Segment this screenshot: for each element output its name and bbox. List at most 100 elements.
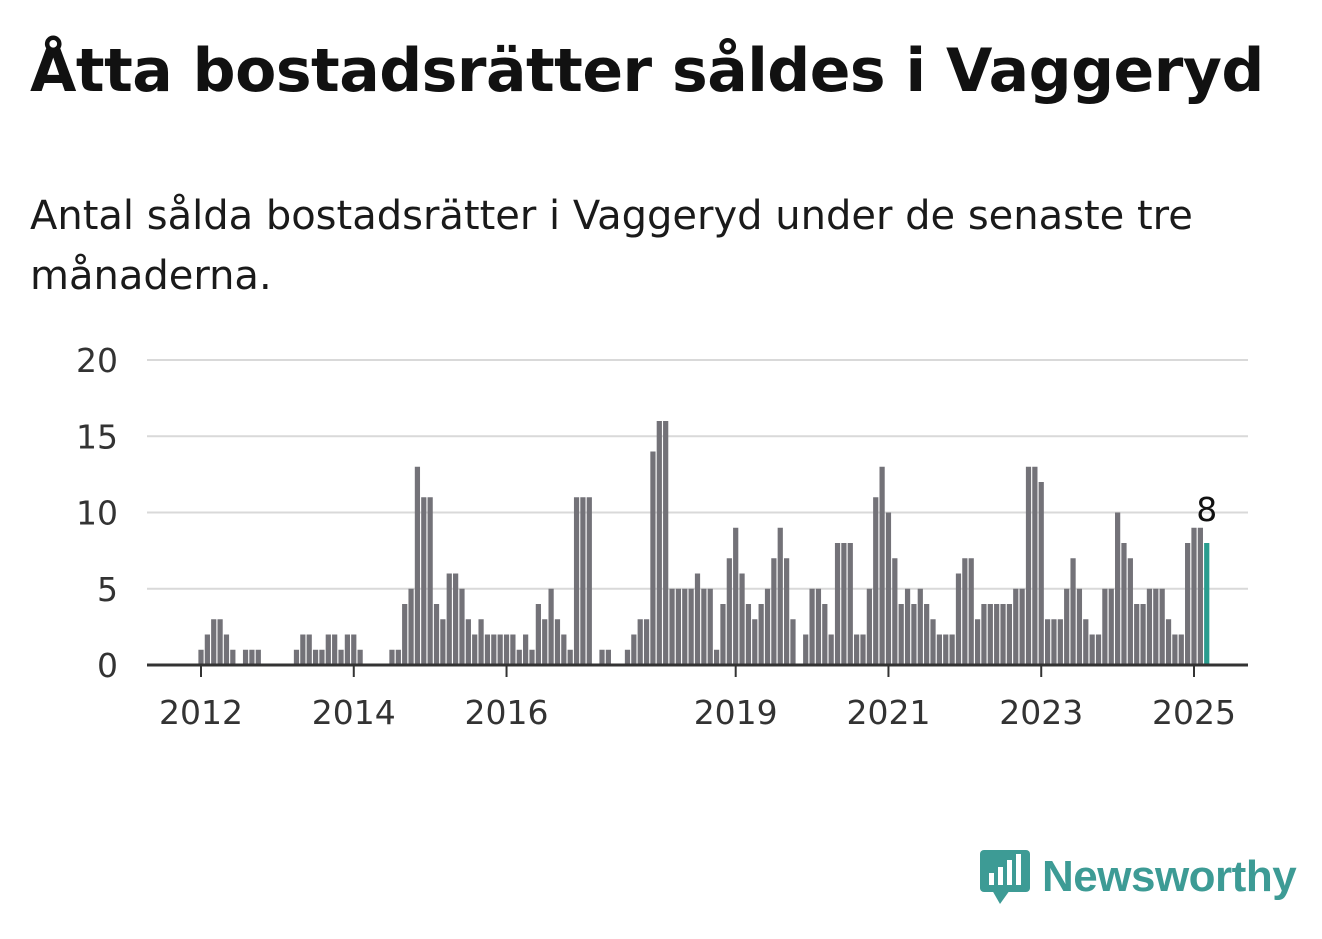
bar: [663, 421, 669, 665]
bar: [484, 634, 491, 665]
bar: [338, 649, 344, 665]
y-tick-label: 5: [97, 570, 118, 609]
bar: [924, 604, 930, 665]
bar: [357, 649, 363, 665]
x-tick-label: 2023: [999, 693, 1083, 732]
brand-name: Newsworthy: [1042, 852, 1297, 901]
bar: [255, 649, 261, 665]
bar: [586, 497, 592, 665]
bar: [879, 466, 885, 665]
bar: [637, 619, 643, 665]
bar: [433, 604, 440, 665]
bar: [917, 588, 923, 665]
bar: [1185, 543, 1191, 665]
bar: [300, 634, 306, 665]
bar: [994, 604, 1000, 665]
bar: [319, 649, 325, 665]
bar: [1095, 634, 1102, 665]
bar: [1013, 588, 1019, 665]
bar: [465, 619, 471, 665]
bar: [561, 634, 567, 665]
bar: [745, 604, 752, 665]
bar: [204, 634, 210, 665]
x-axis: 2012 2014 2016 2019 2021 2023 2025: [147, 663, 1248, 732]
bar: [567, 649, 573, 665]
bar: [815, 588, 822, 665]
bar: [1191, 527, 1197, 665]
bar: [389, 649, 395, 665]
bar: [707, 588, 713, 665]
bar: [421, 497, 427, 665]
y-tick-label: 15: [76, 417, 118, 456]
bar: [949, 634, 955, 665]
bar: [523, 634, 529, 665]
bar: [936, 634, 942, 665]
bar: [408, 588, 414, 665]
bar: [1032, 466, 1038, 665]
bar: [701, 588, 707, 665]
bar: [1134, 604, 1140, 665]
bar: [332, 634, 338, 665]
bar: [720, 604, 726, 665]
bar: [325, 634, 331, 665]
bar: [656, 421, 662, 665]
bar: [1146, 588, 1153, 665]
bar: [669, 588, 675, 665]
bar: [1102, 588, 1108, 665]
bar: [892, 558, 898, 665]
bar: [580, 497, 586, 665]
bar: [631, 634, 637, 665]
x-tick-label: 2012: [159, 693, 243, 732]
bar: [230, 649, 236, 665]
bar: [510, 634, 516, 665]
bar: [771, 558, 777, 665]
bar: [885, 512, 892, 665]
page-title: Åtta bostadsrätter såldes i Vaggeryd: [30, 36, 1264, 106]
bar: [599, 649, 605, 665]
bar: [803, 634, 809, 665]
bar: [847, 543, 853, 665]
bar: [529, 649, 535, 665]
bar: [955, 573, 962, 665]
bar: [1051, 619, 1057, 665]
x-tick-label: 2016: [465, 693, 549, 732]
bar: [650, 451, 656, 665]
bar: [911, 604, 917, 665]
x-tick-label: 2025: [1152, 693, 1236, 732]
bar: [624, 649, 631, 665]
bar: [841, 543, 847, 665]
annotations: 8: [1196, 490, 1217, 529]
bar: [573, 497, 580, 665]
bar: [459, 588, 465, 665]
bar: [904, 588, 911, 665]
bar: [866, 588, 872, 665]
bar: [1044, 619, 1051, 665]
bar: [548, 588, 554, 665]
bar: [822, 604, 828, 665]
bar: [694, 573, 701, 665]
bar: [675, 588, 682, 665]
bar: [1121, 543, 1127, 665]
y-axis-labels: 0 5 10 15 20: [76, 341, 118, 685]
x-tick-label: 2021: [846, 693, 930, 732]
bar: [713, 649, 720, 665]
bar: [1165, 619, 1172, 665]
bar: [854, 634, 860, 665]
bar: [1038, 482, 1044, 665]
bar: [739, 573, 745, 665]
bar: [211, 619, 217, 665]
bar: [472, 634, 478, 665]
bar-chart-speech-bubble-icon: [980, 850, 1030, 904]
bar: [682, 588, 688, 665]
bar: [873, 497, 879, 665]
bar: [306, 634, 312, 665]
bar: [1089, 634, 1095, 665]
x-tick-label: 2014: [312, 693, 396, 732]
bar: [1070, 558, 1076, 665]
bar: [809, 588, 815, 665]
bar: [1197, 527, 1203, 665]
bar: [1127, 558, 1133, 665]
bar: [491, 634, 497, 665]
chart-subtitle: Antal sålda bostadsrätter i Vaggeryd und…: [30, 193, 1193, 299]
bar: [293, 649, 300, 665]
